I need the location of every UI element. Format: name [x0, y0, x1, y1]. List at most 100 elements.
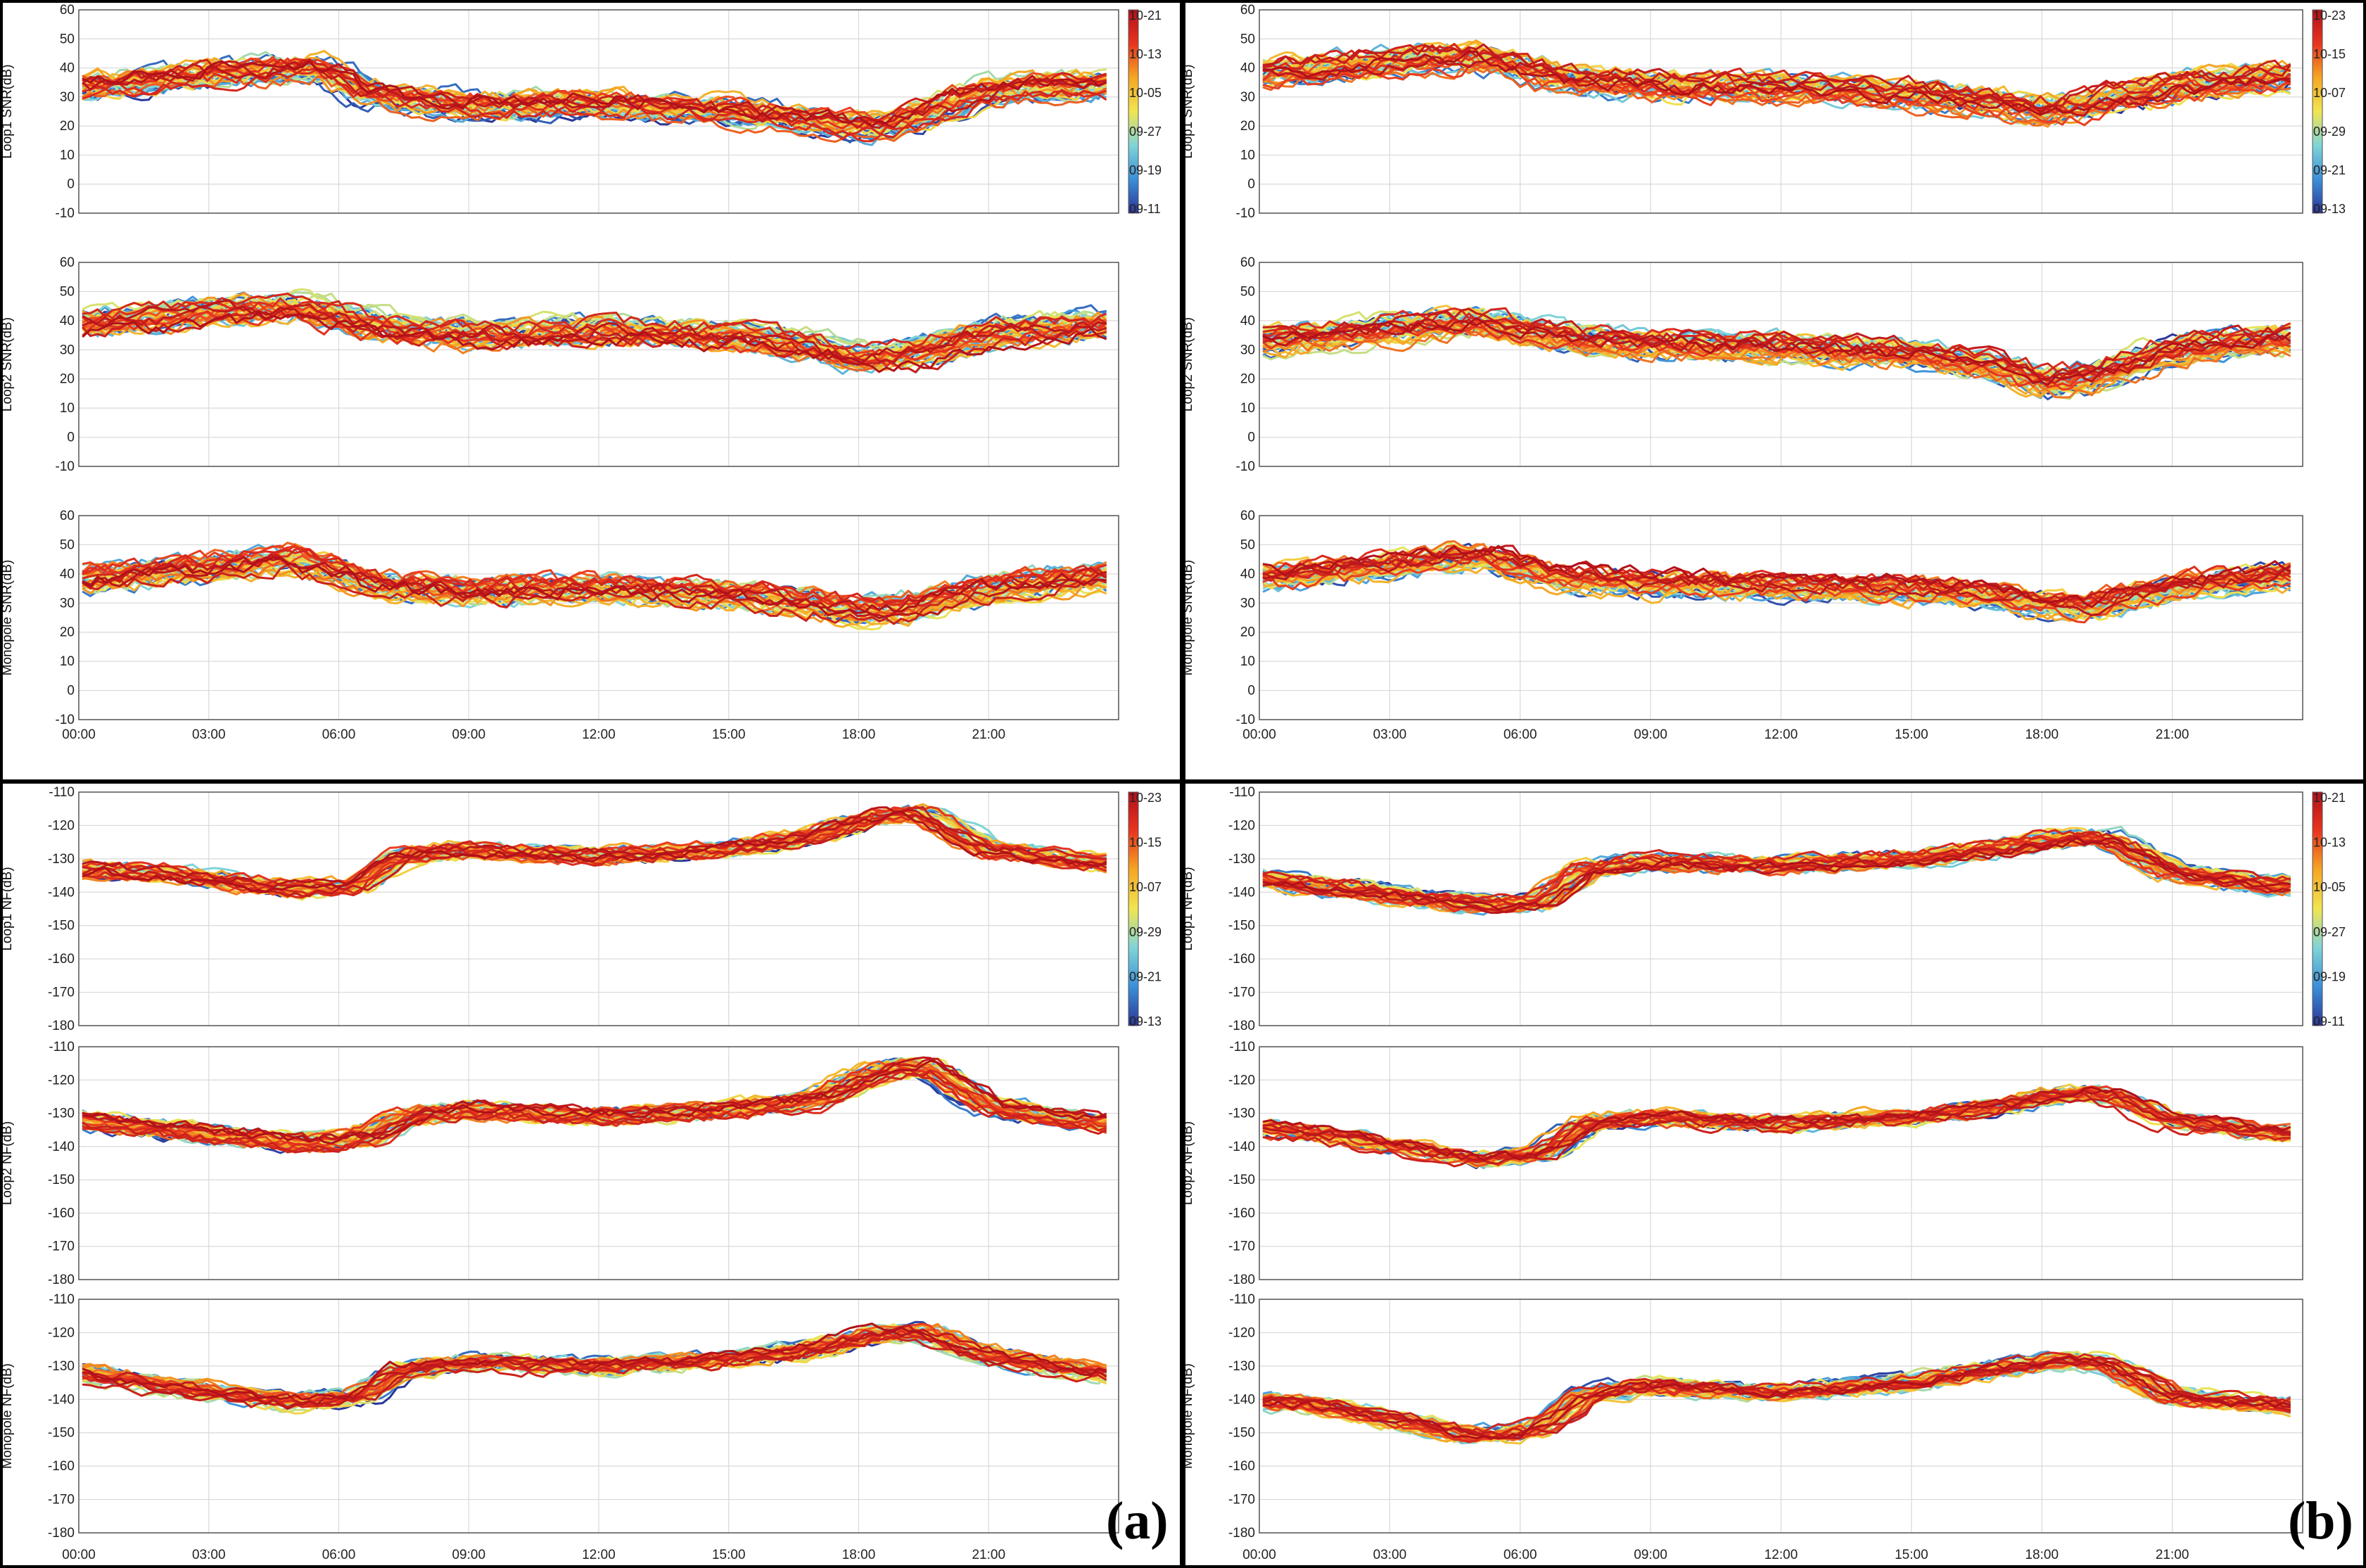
y-tick-label: -120 [48, 818, 75, 833]
y-tick-label: 40 [1240, 314, 1255, 329]
colorbar-tick-label: 10-15 [2313, 47, 2346, 61]
y-tick-label: 20 [1240, 625, 1255, 640]
series-group [1262, 39, 2291, 128]
series-group [1262, 1083, 2291, 1170]
x-tick-label: 00:00 [1242, 1548, 1276, 1562]
y-tick-label: -180 [48, 1019, 75, 1033]
y-tick-label: -180 [1228, 1273, 1255, 1287]
series-line [1262, 1351, 2291, 1434]
y-tick-label: -130 [48, 852, 75, 867]
plot-area-border [78, 791, 1119, 1026]
y-tick-label: 60 [1240, 255, 1255, 270]
x-tick-label: 03:00 [192, 1548, 226, 1562]
y-tick-label: 50 [60, 284, 75, 299]
x-tick-label: 18:00 [2025, 1548, 2059, 1562]
colorbar [1128, 9, 1139, 214]
series-line [1262, 318, 2291, 383]
y-tick-label: 0 [67, 684, 75, 699]
colorbar-tick-label: 10-21 [1129, 8, 1162, 23]
x-tick-label: 12:00 [1764, 727, 1798, 742]
y-tick-label: 30 [60, 596, 75, 611]
y-tick-label: 60 [1240, 3, 1255, 18]
panel-label-a: (a) [1106, 1491, 1169, 1550]
y-tick-label: 10 [60, 401, 75, 416]
series-group [82, 1056, 1107, 1154]
colorbar-tick-label: 09-19 [2313, 969, 2346, 983]
x-tick-label: 06:00 [1503, 1548, 1537, 1562]
colorbar-tick-label: 10-13 [2313, 836, 2346, 850]
colorbar-tick-label: 09-19 [1129, 163, 1162, 177]
series-line [82, 810, 1107, 893]
colorbar [1128, 791, 1139, 1026]
chart-7: -110 -120 -130 -140 -150 -160 -170 -180 Loop2 NF… [0, 1040, 1119, 1287]
y-tick-label: 20 [1240, 372, 1255, 387]
y-tick-label: -150 [1228, 919, 1255, 933]
y-axis-label: Loop2 NF(dB) [0, 1121, 15, 1205]
series-line [82, 556, 1107, 616]
y-tick-label: 50 [60, 537, 75, 552]
y-tick-label: -160 [48, 1459, 75, 1474]
y-tick-label: -10 [1236, 459, 1255, 474]
y-tick-label: 30 [60, 90, 75, 105]
series-line [1262, 544, 2291, 608]
y-tick-label: -140 [48, 1392, 75, 1407]
colorbar-tick-label: 09-13 [1129, 1014, 1162, 1028]
y-tick-label: 20 [1240, 119, 1255, 134]
y-axis-label: Monopole SNR(dB) [0, 560, 15, 676]
colorbar-tick-label: 09-11 [2313, 1014, 2345, 1028]
y-tick-label: -180 [1228, 1019, 1255, 1033]
x-tick-label: 09:00 [452, 1548, 485, 1562]
series-line [82, 1324, 1107, 1406]
y-tick-label: -10 [1236, 713, 1255, 727]
series-line [1262, 549, 2291, 616]
y-tick-label: 10 [1240, 654, 1255, 669]
y-tick-label: -160 [1228, 952, 1255, 967]
series-line [82, 311, 1107, 368]
series-line [1262, 556, 2291, 624]
colorbar-tick-label: 09-27 [1129, 125, 1162, 139]
series-line [1262, 838, 2291, 914]
series-line [1262, 1086, 2291, 1161]
colorbar-tick-label: 09-21 [1129, 969, 1162, 983]
y-tick-label: -160 [1228, 1206, 1255, 1220]
series-line [1262, 1356, 2291, 1440]
y-tick-label: -10 [56, 713, 75, 727]
series-line [82, 1067, 1107, 1154]
series-line [82, 806, 1107, 888]
colorbar-tick-label: 09-29 [1129, 925, 1162, 939]
series-line [1262, 831, 2291, 903]
y-tick-label: -170 [1228, 1493, 1255, 1508]
series-group [82, 803, 1107, 901]
y-tick-label: -140 [48, 1140, 75, 1154]
chart-8: -110 -120 -130 -140 -150 -160 -170 -180 00:00 03:… [0, 1292, 1119, 1562]
y-tick-label: -120 [1228, 1073, 1255, 1088]
plot-area-border [78, 1046, 1119, 1280]
y-tick-label: -130 [1228, 1359, 1255, 1374]
y-axis-label: Loop1 SNR(dB) [0, 64, 15, 158]
y-tick-label: -140 [1228, 885, 1255, 900]
colorbar-tick-label: 10-05 [2313, 880, 2346, 894]
plot-area-border [1259, 9, 2303, 214]
series-line [82, 293, 1107, 350]
x-tick-label: 15:00 [1895, 727, 1928, 742]
chart-11: -110 -120 -130 -140 -150 -160 -170 -180 00:00 03:… [1181, 1292, 2303, 1562]
y-tick-label: -180 [48, 1526, 75, 1541]
colorbar-tick-label: 09-11 [1129, 202, 1161, 216]
series-line [82, 297, 1107, 359]
series-line [82, 288, 1107, 359]
y-tick-label: 10 [1240, 148, 1255, 162]
series-line [82, 1330, 1107, 1410]
y-tick-label: 40 [60, 314, 75, 329]
y-tick-label: -170 [48, 986, 75, 1000]
y-tick-label: 30 [1240, 90, 1255, 105]
plot-area-border [78, 515, 1119, 720]
series-group [1262, 540, 2291, 624]
x-tick-label: 00:00 [62, 727, 96, 742]
series-line [1262, 317, 2291, 386]
y-axis-label: Loop2 SNR(dB) [0, 317, 15, 412]
series-line [82, 813, 1107, 897]
y-tick-label: -110 [1229, 1292, 1255, 1307]
